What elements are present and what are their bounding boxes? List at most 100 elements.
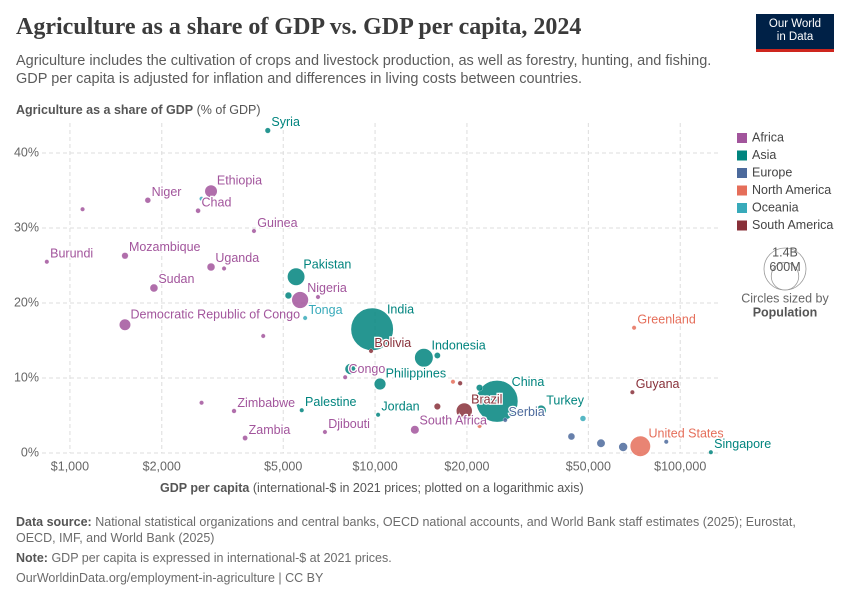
legend-label[interactable]: Europe [752,165,792,179]
bubble [149,283,159,293]
legend-label[interactable]: North America [752,183,831,197]
bubble [44,259,50,265]
note-text: GDP per capita is expressed in internati… [51,551,392,565]
legend-label[interactable]: Oceania [752,200,799,214]
point-label: Zimbabwe [237,396,295,410]
bubble [368,348,374,354]
point-label: Philippines [386,367,446,381]
bubble [118,318,132,332]
legend-swatch [737,220,747,231]
point-label: India [387,303,414,317]
point-label: China [512,375,545,389]
bubble [284,292,292,299]
point-label: Burundi [50,247,93,261]
footer: Data source: National statistical organi… [16,514,836,586]
x-tick-label: $20,000 [444,459,489,473]
point-label: Jordan [381,400,419,414]
bubble [242,435,248,441]
bubble [375,412,381,418]
size-legend-label: 600M [769,260,800,274]
point-label: Guinea [257,216,297,230]
bubble [475,379,519,423]
bubble [299,407,305,413]
bubble [477,423,482,429]
legend-label[interactable]: Africa [752,130,784,144]
bubble [342,374,348,380]
y-axis-label: Agriculture as a share of GDP (% of GDP) [16,103,261,117]
url[interactable]: OurWorldinData.org/employment-in-agricul… [16,571,324,585]
y-axis-unit: (% of GDP) [197,103,261,117]
bubble [315,294,321,300]
bubble [344,362,357,376]
point-label: Bolivia [374,336,411,350]
note: Note: GDP per capita is expressed in int… [16,550,836,566]
point-label: Serbia [509,405,545,419]
logo-line: Our World [768,18,822,30]
point-label: Nigeria [307,281,347,295]
y-axis-title: Agriculture as a share of GDP [16,103,193,117]
bubble [286,267,306,287]
point-label: Guyana [636,377,680,391]
point-label: Democratic Republic of Congo [131,308,301,322]
y-tick-label: 0% [21,445,39,459]
x-axis-unit: (international-$ in 2021 prices; plotted… [253,481,584,495]
bubble [630,389,635,395]
point-label: Uganda [215,251,259,265]
point-label: Greenland [637,313,695,327]
bubble [373,377,387,391]
point-label: United States [649,426,724,440]
bubble [567,432,576,441]
bubble [251,228,257,234]
bubble [455,402,473,420]
chart: Agriculture as a share of GDP (% of GDP)… [14,103,833,495]
y-tick-label: 10% [14,370,39,384]
bubble [409,424,420,435]
bubble [80,206,85,212]
point-label: Pakistan [303,258,351,272]
note-label: Note: [16,551,48,565]
bubble [264,127,271,134]
x-tick-label: $5,000 [264,459,302,473]
source-label: Data source: [16,515,92,529]
x-axis-label: GDP per capita (international-$ in 2021 … [160,481,584,495]
size-legend-caption: Circles sized by [741,291,829,305]
bubble [322,429,328,435]
legend-swatch [737,150,747,161]
chart-title: Agriculture as a share of GDP vs. GDP pe… [16,14,582,40]
legend-label[interactable]: South America [752,218,833,232]
point-label: Palestine [305,395,356,409]
source: Data source: National statistical organi… [16,514,836,546]
logo[interactable]: Our World in Data [756,14,834,52]
legend-label[interactable]: Asia [752,148,776,162]
point-label: Mozambique [129,240,201,254]
legend-swatch [737,185,747,196]
bubble [708,449,714,455]
legend-swatch [737,133,747,143]
bubble [476,384,483,392]
point-label: Congo [348,362,385,376]
bubble [663,439,669,445]
y-tick-label: 40% [14,145,39,159]
bubble [206,262,216,272]
chart-subtitle: Agriculture includes the cultivation of … [16,53,712,87]
y-tick-label: 20% [14,295,39,309]
point-label: South Africa [420,413,487,427]
point-label: Chad [202,196,232,210]
y-tick-label: 30% [14,220,39,234]
x-tick-label: $100,000 [654,459,706,473]
bubble [631,325,637,331]
point-label: Tonga [308,303,342,317]
legend-swatch [737,168,747,178]
size-legend-circle [770,262,800,291]
size-legend-variable: Population [753,305,818,319]
legend-swatch [737,203,747,213]
point-label: Ethiopia [217,174,262,188]
x-axis-title: GDP per capita [160,481,250,495]
point-label: Brazil [471,392,502,406]
source-text: National statistical organizations and c… [16,515,796,545]
bubble [302,315,308,321]
point-label: Sudan [158,272,194,286]
size-legend-label: 1.4B [772,245,798,259]
bubble [618,441,629,453]
